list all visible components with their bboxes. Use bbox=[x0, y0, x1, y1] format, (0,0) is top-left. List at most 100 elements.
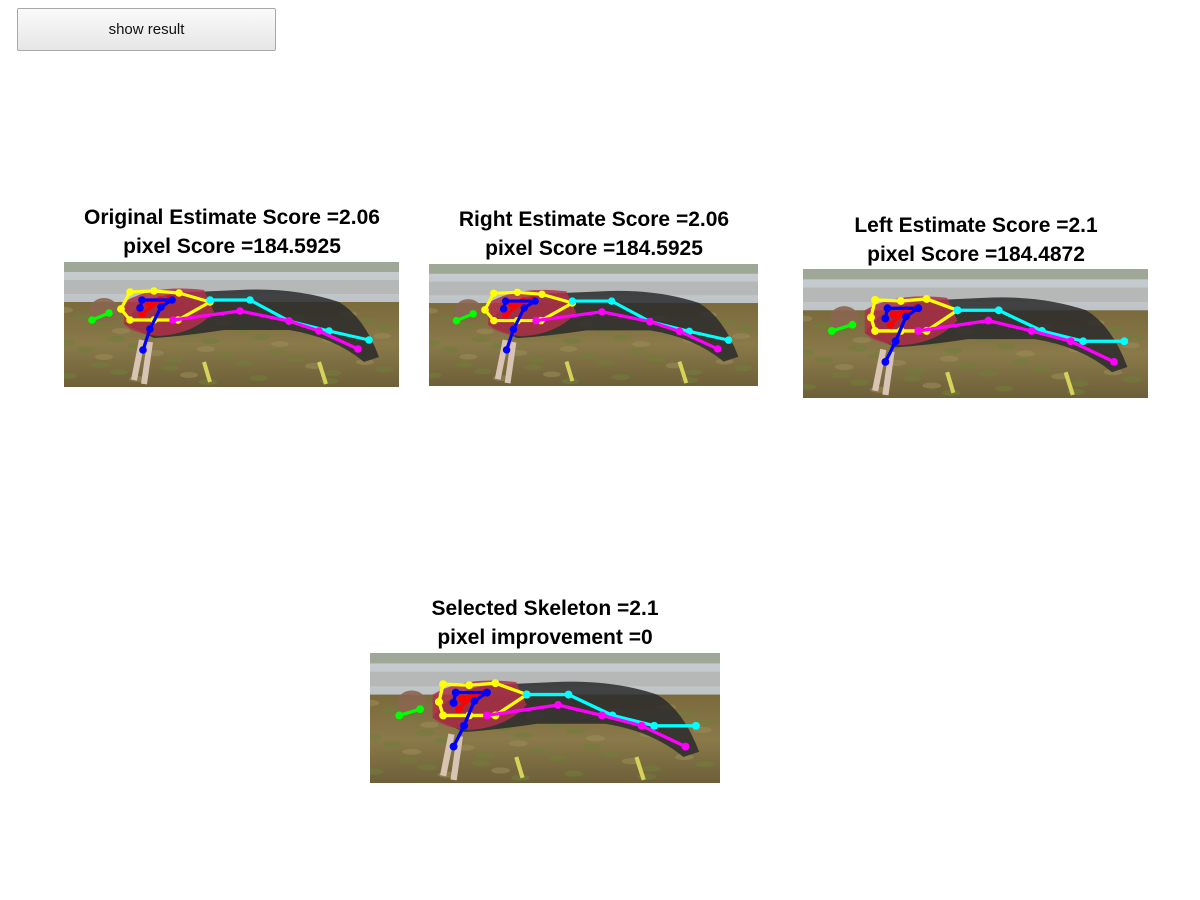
skeleton-joint bbox=[469, 310, 477, 318]
skeleton-joint bbox=[169, 316, 177, 324]
left-score-label: Left Estimate Score =2.1 bbox=[854, 214, 1098, 237]
skeleton-joint bbox=[146, 325, 154, 333]
skeleton-joint bbox=[984, 316, 993, 325]
skeleton-joint bbox=[470, 696, 479, 705]
photo-with-skeleton bbox=[803, 269, 1148, 398]
panel-title-selected: Selected Skeleton =2.1 pixel improvement… bbox=[375, 594, 715, 652]
skeleton-joint bbox=[449, 742, 458, 751]
skeleton-joint bbox=[483, 688, 491, 697]
skeleton-joint bbox=[598, 308, 606, 316]
photo-with-skeleton bbox=[370, 653, 720, 783]
skeleton-joint bbox=[881, 357, 890, 366]
skeleton-joint bbox=[889, 310, 898, 319]
right-score-label: Right Estimate Score =2.06 bbox=[458, 208, 730, 231]
skeleton-joint bbox=[465, 681, 474, 690]
skeleton-joint bbox=[502, 346, 511, 354]
skeleton-joint bbox=[457, 694, 466, 703]
skeleton-joint bbox=[714, 345, 722, 353]
skeleton-joint bbox=[881, 314, 890, 323]
skeleton-joint bbox=[168, 296, 176, 304]
skeleton-joint bbox=[1120, 337, 1129, 346]
skeleton-joint bbox=[891, 337, 900, 346]
skeleton-joint bbox=[637, 721, 646, 730]
show-result-button[interactable]: show result bbox=[17, 8, 276, 51]
skeleton-joint bbox=[896, 297, 905, 305]
skeleton-joint bbox=[509, 325, 518, 334]
skeleton-joint bbox=[451, 688, 460, 697]
skeleton-joint bbox=[607, 297, 616, 305]
skeleton-joint bbox=[886, 320, 895, 329]
skeleton-joint bbox=[867, 313, 875, 322]
skeleton-joint bbox=[105, 309, 113, 317]
skeleton-joint bbox=[126, 288, 134, 296]
original-pixel-score-label: pixel Score =184.5925 bbox=[123, 235, 341, 258]
skeleton-joint bbox=[157, 303, 165, 311]
skeleton-joint bbox=[681, 742, 690, 751]
skeleton-joint bbox=[150, 287, 158, 295]
skeleton-joint bbox=[416, 705, 425, 714]
skeleton-joint bbox=[395, 711, 404, 720]
skeleton-joint bbox=[434, 697, 443, 706]
skeleton-joint bbox=[365, 336, 373, 344]
skeleton-joint bbox=[871, 326, 880, 335]
skeleton-joint bbox=[914, 304, 923, 313]
skeleton-joint bbox=[692, 721, 700, 730]
skeleton-joint bbox=[675, 327, 684, 336]
panel-title-right: Right Estimate Score =2.06 pixel Score =… bbox=[424, 205, 764, 263]
skeleton-joint bbox=[460, 721, 468, 730]
skeleton-joint bbox=[117, 305, 125, 313]
skeleton-joint bbox=[554, 701, 563, 709]
skeleton-joint bbox=[1027, 326, 1036, 335]
skeleton-joint bbox=[532, 316, 540, 325]
skeleton-joint bbox=[246, 296, 254, 304]
image-left bbox=[803, 269, 1148, 398]
panel-title-original: Original Estimate Score =2.06 pixel Scor… bbox=[62, 203, 402, 261]
skeleton-joint bbox=[452, 316, 461, 325]
skeleton-joint bbox=[354, 345, 362, 353]
skeleton-joint bbox=[564, 690, 573, 699]
skeleton-joint bbox=[483, 711, 491, 720]
skeleton-joint bbox=[439, 711, 448, 720]
skeleton-joint bbox=[1110, 357, 1118, 366]
right-pixel-score-label: pixel Score =184.5925 bbox=[485, 237, 703, 260]
skeleton-joint bbox=[827, 326, 836, 335]
skeleton-joint bbox=[126, 316, 134, 324]
skeleton-joint bbox=[175, 289, 183, 297]
skeleton-joint bbox=[236, 307, 244, 315]
skeleton-joint bbox=[139, 346, 147, 354]
skeleton-joint bbox=[724, 336, 733, 344]
original-score-label: Original Estimate Score =2.06 bbox=[84, 206, 380, 229]
skeleton-joint bbox=[315, 327, 323, 335]
photo-with-skeleton bbox=[429, 264, 758, 386]
skeleton-joint bbox=[88, 316, 96, 324]
skeleton-joint bbox=[513, 288, 522, 297]
skeleton-joint bbox=[522, 690, 531, 699]
skeleton-joint bbox=[449, 698, 458, 707]
skeleton-joint bbox=[501, 297, 510, 305]
photo-with-skeleton bbox=[64, 262, 399, 387]
skeleton-joint bbox=[454, 705, 463, 714]
image-selected bbox=[370, 653, 720, 783]
skeleton-joint bbox=[922, 295, 931, 303]
skeleton-joint bbox=[136, 304, 144, 312]
skeleton-joint bbox=[206, 296, 214, 304]
skeleton-joint bbox=[538, 290, 546, 298]
skeleton-joint bbox=[481, 306, 489, 314]
skeleton-joint bbox=[490, 289, 498, 297]
skeleton-joint bbox=[953, 306, 962, 315]
skeleton-joint bbox=[597, 711, 606, 720]
skeleton-joint bbox=[883, 304, 892, 313]
skeleton-joint bbox=[1066, 337, 1075, 346]
skeleton-joint bbox=[325, 327, 333, 335]
skeleton-joint bbox=[531, 297, 539, 305]
selected-score-label: Selected Skeleton =2.1 bbox=[431, 597, 659, 620]
skeleton-joint bbox=[902, 312, 910, 321]
skeleton-joint bbox=[491, 679, 500, 688]
skeleton-joint bbox=[501, 311, 510, 319]
skeleton-joint bbox=[848, 320, 857, 329]
skeleton-joint bbox=[490, 316, 498, 325]
skeleton-joint bbox=[138, 310, 146, 318]
skeleton-joint bbox=[1079, 337, 1088, 346]
skeleton-joint bbox=[650, 721, 659, 730]
skeleton-joint bbox=[914, 326, 923, 335]
